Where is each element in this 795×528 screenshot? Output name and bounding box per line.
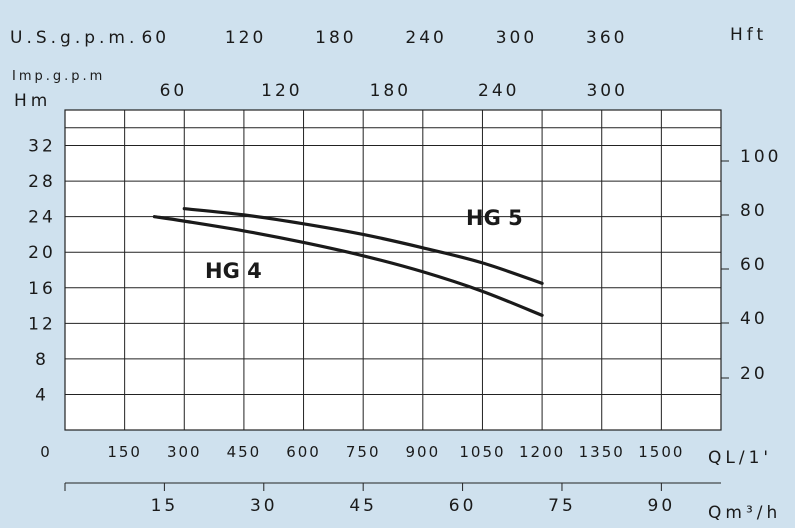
hm-unit-label: Hm xyxy=(14,91,51,111)
head-m-tick-label: 8 xyxy=(35,350,49,370)
q-lmin-tick-label: 1500 xyxy=(638,443,684,461)
impgpm-tick-label: 240 xyxy=(478,81,519,101)
q-lmin-tick-label: 450 xyxy=(227,443,262,461)
impgpm-tick-label: 120 xyxy=(261,81,302,101)
qm3h-tick-label: 15 xyxy=(151,496,179,516)
head-m-tick-label: 24 xyxy=(28,208,56,228)
q-lmin-tick-label: 0 xyxy=(40,443,52,461)
q-lmin-tick-label: 750 xyxy=(346,443,381,461)
series-line-hg4 xyxy=(152,215,544,317)
grid-lines xyxy=(65,110,722,430)
impgpm-tick-label: 180 xyxy=(370,81,411,101)
hft-tick-label: 40 xyxy=(740,309,768,329)
qm3h-tick-label: 60 xyxy=(449,496,477,516)
q-lmin-tick-label: 150 xyxy=(107,443,142,461)
impgpm-tick-label: 300 xyxy=(586,81,627,101)
usgpm-tick-label: 60 xyxy=(141,28,169,48)
q-lmin-tick-label: 300 xyxy=(167,443,202,461)
usgpm-tick-label: 240 xyxy=(405,28,446,48)
qm3h-unit-label: Qm³/h xyxy=(708,503,781,523)
qm3h-tick-label: 90 xyxy=(648,496,676,516)
usgpm-tick-label: 120 xyxy=(225,28,266,48)
hft-tick-label: 100 xyxy=(740,147,781,167)
head-m-tick-label: 16 xyxy=(28,279,56,299)
usgpm-tick-label: 360 xyxy=(586,28,627,48)
q-lmin-tick-label: 1050 xyxy=(459,443,505,461)
head-m-tick-label: 32 xyxy=(28,137,56,157)
head-m-tick-label: 12 xyxy=(28,314,56,334)
ql-unit-label: QL/1' xyxy=(708,448,772,468)
plot-area xyxy=(64,109,722,431)
impgpm-unit-label: Imp.g.p.m xyxy=(12,69,105,84)
series-line-hg5 xyxy=(182,207,544,285)
hft-unit-label: Hft xyxy=(730,25,767,45)
q-lmin-tick-label: 900 xyxy=(405,443,440,461)
head-m-tick-label: 28 xyxy=(28,172,56,192)
head-m-tick-label: 20 xyxy=(28,243,56,263)
impgpm-tick-label: 60 xyxy=(160,81,188,101)
qm3h-tick-label: 75 xyxy=(548,496,576,516)
series-label-hg4: HG 4 xyxy=(205,259,262,283)
usgpm-tick-label: 300 xyxy=(496,28,537,48)
hft-tick-label: 60 xyxy=(740,255,768,275)
qm3h-tick-label: 45 xyxy=(349,496,377,516)
q-lmin-tick-label: 600 xyxy=(286,443,321,461)
q-lmin-tick-label: 1350 xyxy=(579,443,625,461)
q-lmin-tick-label: 1200 xyxy=(519,443,565,461)
qm3h-tick-label: 30 xyxy=(250,496,278,516)
hft-tick-label: 20 xyxy=(740,364,768,384)
hft-tick-label: 80 xyxy=(740,201,768,221)
series-label-hg5: HG 5 xyxy=(466,206,523,230)
head-m-tick-label: 4 xyxy=(35,385,49,405)
usgpm-unit-label: U.S.g.p.m. xyxy=(10,28,138,48)
usgpm-tick-label: 180 xyxy=(315,28,356,48)
curves xyxy=(152,207,544,317)
axis-labels: 0 150 300 450 600 750 900 1050 1200 1350 1500 4 8 12 1… xyxy=(28,28,781,516)
